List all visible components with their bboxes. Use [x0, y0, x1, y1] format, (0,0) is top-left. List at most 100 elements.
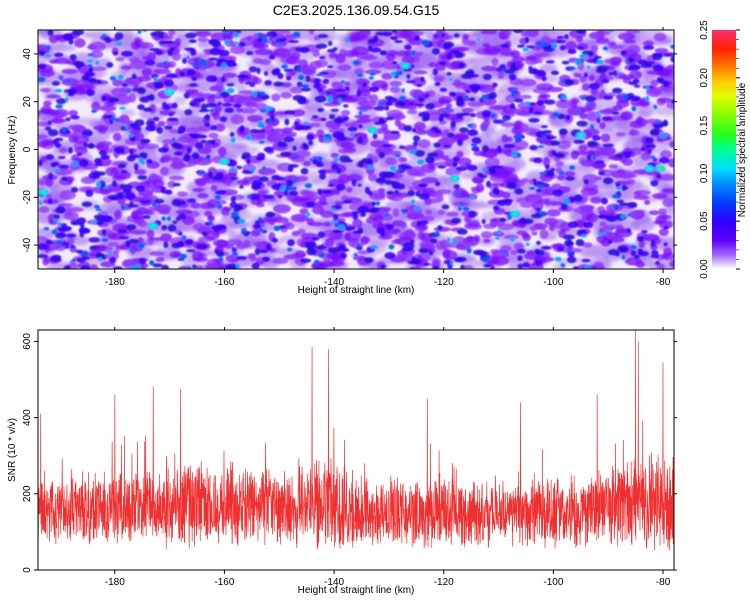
- spectrogram-cell: [171, 102, 178, 109]
- spectrogram-cell: [370, 245, 379, 249]
- spectrogram-cell: [596, 59, 604, 65]
- spectrogram-cell: [221, 30, 230, 34]
- spectrogram-cell: [332, 229, 342, 234]
- spectrogram-cell: [197, 40, 213, 49]
- spectrogram-cell: [189, 92, 203, 100]
- spectrogram-cell: [334, 201, 344, 206]
- spectrogram-cell: [88, 66, 107, 72]
- spectrogram-cell: [140, 42, 154, 49]
- spectrogram-cell: [541, 135, 546, 141]
- spectrogram-cell: [233, 103, 242, 108]
- spectrogram-cell: [454, 257, 464, 263]
- spectrogram-cell: [304, 183, 313, 189]
- spectrogram-cell: [399, 96, 407, 101]
- spectrogram-cell: [525, 242, 530, 246]
- spectrogram-cell: [153, 81, 164, 90]
- spectrogram-cell: [317, 188, 323, 195]
- spectrogram-cell: [455, 244, 471, 251]
- spectrogram-cell: [651, 250, 659, 256]
- spectrogram-cell: [288, 190, 299, 196]
- spectrogram-cell: [340, 142, 356, 149]
- spectrogram-cell: [272, 257, 289, 265]
- spectrogram-cell: [333, 157, 339, 162]
- spectrogram-panel: -180 -160 -140 -120 -100 -80 -40 -20 0 20 40 Heig…: [7, 27, 677, 296]
- spectrogram-cell: [241, 169, 254, 175]
- spectrogram-cell: [433, 161, 452, 168]
- spectrogram-cell: [593, 161, 606, 170]
- spectrogram-cell: [670, 56, 674, 63]
- spectrogram-cell: [532, 201, 544, 211]
- spectrogram-cell: [305, 201, 316, 208]
- spectrogram-cell: [606, 214, 617, 222]
- spectrogram-cell: [284, 110, 296, 115]
- spectrogram-cell: [277, 141, 287, 148]
- spectrogram-cell: [407, 190, 416, 197]
- spectrogram-cell: [659, 133, 667, 139]
- spectrogram-cell: [101, 229, 107, 236]
- spectrogram-cell: [87, 143, 95, 149]
- spectrogram-cell: [255, 48, 273, 56]
- spectrogram-cell: [617, 204, 622, 209]
- spectrogram-cell: [258, 249, 269, 254]
- spectrogram-cell: [565, 114, 571, 121]
- spectrogram-cell: [98, 127, 107, 134]
- spectrogram-cell: [532, 111, 543, 115]
- spectrogram-cell: [497, 71, 505, 79]
- spectrogram-cell: [626, 30, 641, 34]
- spectrogram-cell: [101, 238, 109, 242]
- spectrogram-cell: [337, 98, 342, 103]
- spectrogram-cell: [561, 80, 565, 84]
- spectrogram-cell: [295, 47, 302, 52]
- spectrogram-cell: [385, 53, 396, 61]
- spectrogram-cell: [70, 220, 83, 226]
- spectrogram-cell: [632, 78, 640, 84]
- spectrogram-cell: [495, 168, 510, 175]
- spectrogram-cell: [588, 83, 600, 90]
- spectrogram-cell: [346, 186, 353, 193]
- spectrogram-cell: [225, 254, 240, 263]
- spectrogram-cell: [453, 239, 458, 245]
- spectrogram-cell: [369, 94, 379, 103]
- spectrogram-cell: [249, 193, 261, 200]
- spectrogram-cell: [168, 112, 174, 117]
- spectrogram-cell: [578, 157, 586, 165]
- spectrogram-cell: [320, 210, 335, 219]
- spectrogram-cell: [640, 64, 653, 68]
- spectrogram-cell: [258, 227, 263, 232]
- spectrogram-cell: [225, 221, 249, 229]
- spectrogram-cell: [381, 72, 394, 80]
- spectrogram-cell: [579, 113, 588, 120]
- spectrogram-cell: [80, 265, 91, 269]
- spectrogram-cell: [187, 157, 199, 167]
- spectrogram-cell: [331, 164, 339, 170]
- spectrogram-cell: [409, 101, 415, 106]
- spectrogram-cell: [251, 262, 260, 269]
- spectrogram-cell: [331, 221, 339, 224]
- spectrogram-cell: [162, 190, 172, 195]
- spectrogram-cell: [404, 44, 412, 51]
- spectrogram-cell: [369, 193, 386, 201]
- spectrogram-cell: [590, 196, 603, 204]
- snr-y-tick-label: 600: [22, 333, 33, 350]
- spectrogram-cell: [69, 244, 76, 249]
- spectrogram-cell: [209, 219, 213, 226]
- spectrogram-cell: [328, 94, 333, 100]
- spectrogram-cell: [250, 229, 261, 237]
- spectrogram-cell: [209, 109, 215, 112]
- spectrogram-cell: [539, 63, 557, 73]
- spectrogram-cell: [175, 216, 181, 222]
- spectrogram-cell: [230, 114, 245, 125]
- spectrogram-cell: [116, 150, 126, 154]
- spectrogram-cell: [611, 205, 618, 209]
- spectrogram-cell: [283, 220, 291, 228]
- spectrogram-cell: [595, 111, 600, 116]
- spectrogram-cell: [252, 223, 262, 230]
- spectrogram-cell: [409, 64, 415, 69]
- spectrogram-cell: [471, 137, 482, 144]
- spectrogram-cell: [230, 176, 239, 181]
- spectrogram-cell: [597, 214, 607, 219]
- spectrogram-cell: [65, 117, 71, 122]
- spectrogram-cell: [446, 71, 452, 76]
- spectrogram-cell: [492, 82, 498, 88]
- spectrogram-cell: [371, 201, 377, 206]
